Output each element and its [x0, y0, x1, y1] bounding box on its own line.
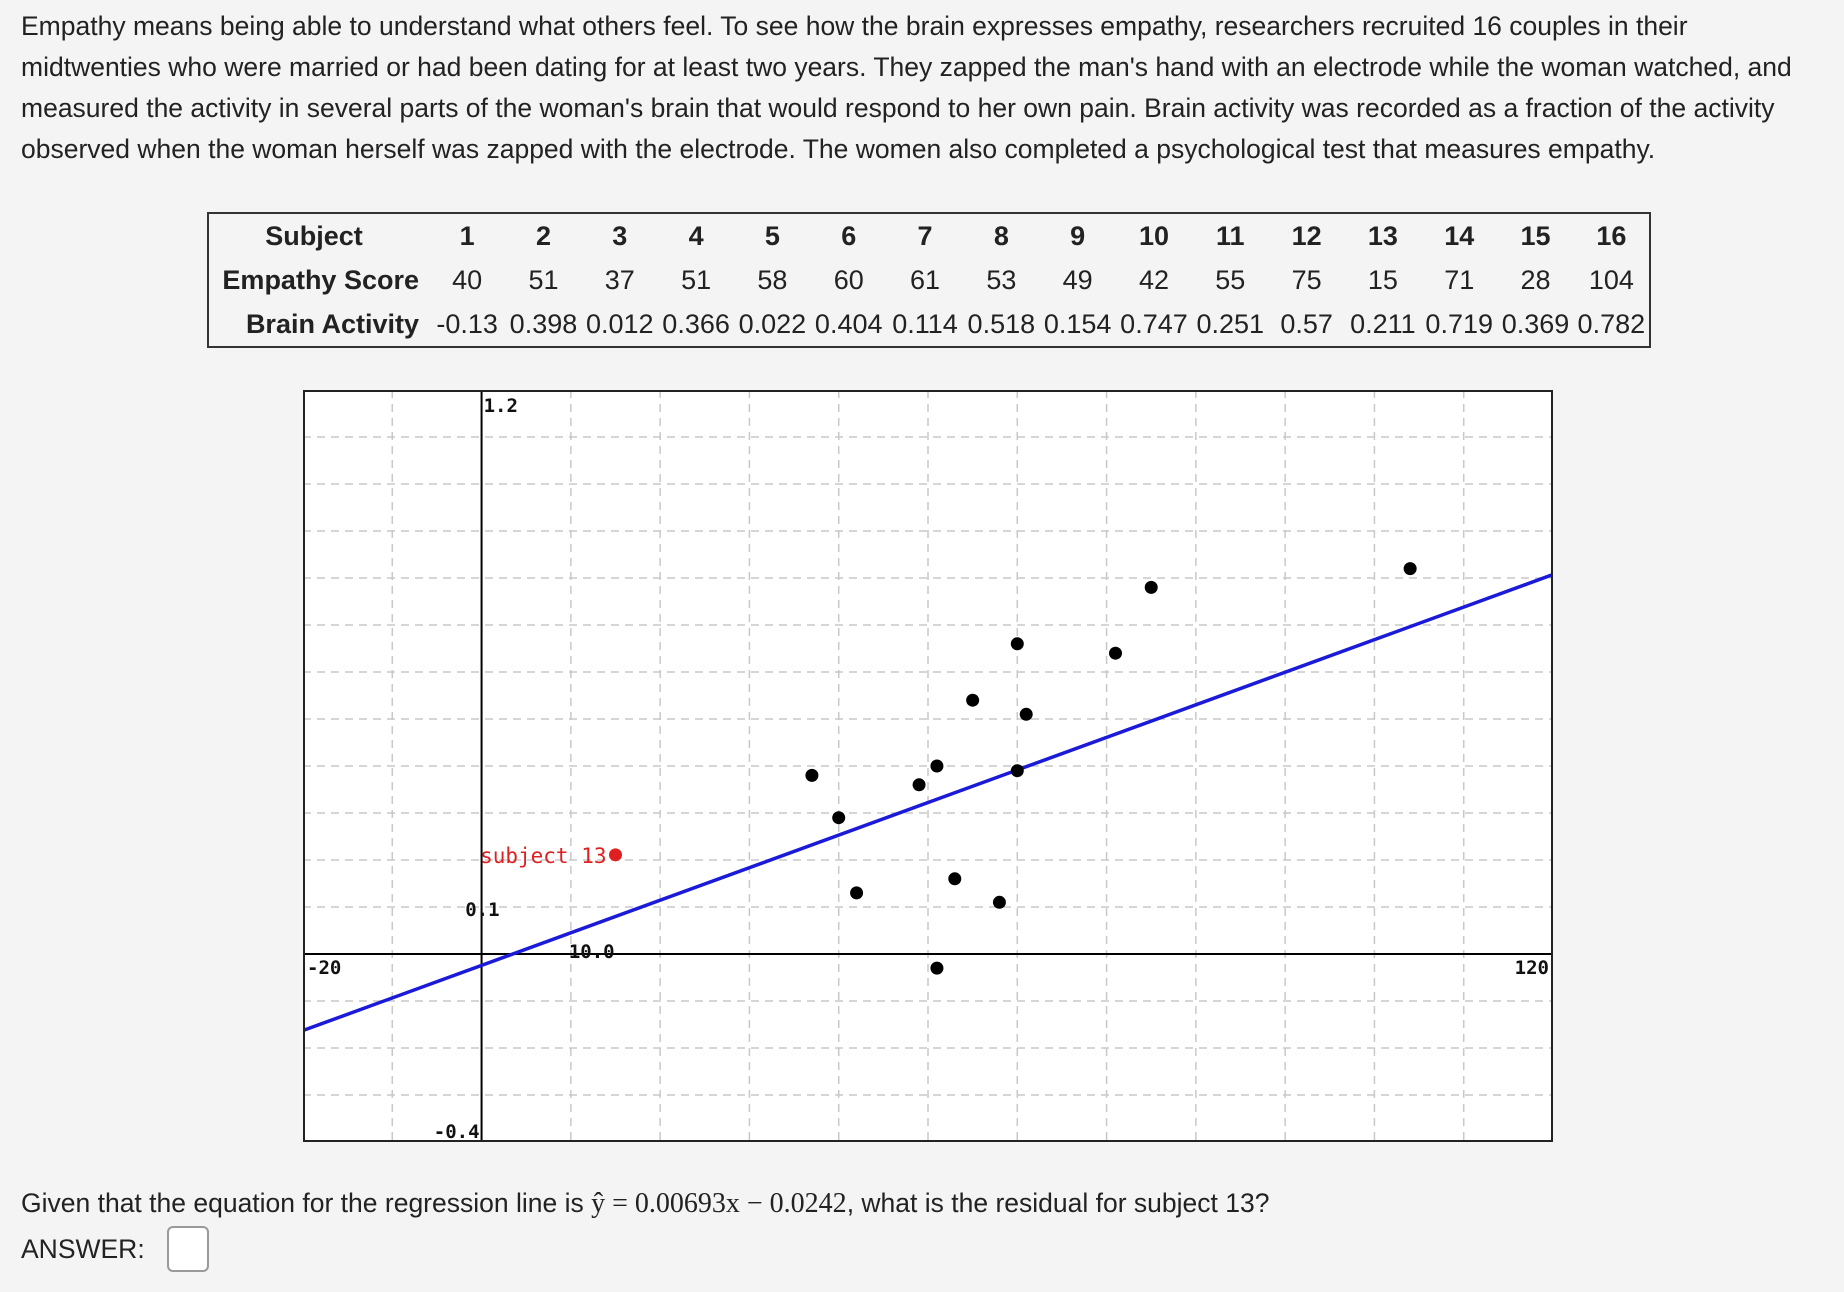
table-cell: 5: [764, 220, 780, 251]
table-cell: 75: [1291, 264, 1322, 295]
y-tick-label: 1.2: [484, 395, 518, 417]
table-cell: 9: [1070, 220, 1086, 251]
data-point: [948, 872, 962, 886]
table-cell: 104: [1588, 264, 1634, 295]
table-cell: 12: [1291, 220, 1322, 251]
table-cell: 10: [1138, 220, 1169, 251]
table-cell: -0.13: [436, 308, 498, 339]
x-tick-label: -20: [307, 957, 341, 979]
table-cell: 37: [604, 264, 635, 295]
table-cell: 2: [535, 220, 551, 251]
table-cell: 1: [459, 220, 475, 251]
answer-input[interactable]: [166, 1226, 209, 1272]
table-cell: 0.251: [1196, 308, 1265, 339]
data-point: [832, 811, 846, 825]
data-point: [1109, 646, 1122, 660]
table-cell: 51: [681, 264, 712, 295]
data-point: [912, 778, 926, 792]
table-cell: 0.747: [1120, 308, 1188, 339]
scatter-plot: -20 10.0 120 1.2 0.1 -0.4 subject 13: [303, 390, 1553, 1142]
table-cell: 8: [993, 220, 1009, 251]
table-cell: 4: [688, 220, 704, 251]
problem-statement: Empathy means being able to understand w…: [21, 11, 1792, 164]
highlight-point: [609, 848, 622, 862]
table-cell: 13: [1367, 220, 1398, 251]
regression-line: [303, 572, 1553, 1033]
table-cell: 0.366: [662, 308, 730, 339]
table-cell: 0.57: [1280, 308, 1333, 339]
table-cell: 40: [452, 264, 483, 295]
data-point: [1403, 562, 1417, 576]
table-cell: 0.211: [1350, 308, 1416, 339]
table-cell: 61: [910, 264, 941, 295]
table-cell: 15: [1520, 220, 1551, 251]
data-table: Subject 1 2 3 4 5 6 7 8 9 10 11 12 13 14 15 16 Empathy Sc…: [207, 212, 1651, 348]
x-tick-label: 120: [1515, 957, 1549, 979]
table-cell: 58: [757, 264, 788, 295]
table-cell: 71: [1444, 264, 1475, 295]
data-point: [1010, 637, 1024, 651]
row-label: Brain Activity: [245, 308, 419, 339]
table-cell: 0.114: [892, 308, 958, 339]
table-cell: 51: [528, 264, 559, 295]
table-cell: 55: [1215, 264, 1246, 295]
data-point: [1019, 707, 1033, 721]
regression-equation: ŷ = 0.00693x − 0.0242: [591, 1188, 847, 1219]
table-cell: 49: [1062, 264, 1093, 295]
table-cell: 0.782: [1577, 308, 1646, 339]
question-text: Given that the equation for the regressi…: [21, 1183, 1269, 1224]
empathy-row: Empathy Score 40 51 37 51 58 60 61 53 49 42 55 75 15 7…: [208, 258, 1650, 302]
table-cell: 0.398: [509, 308, 578, 339]
table-cell: 3: [612, 220, 628, 251]
data-point: [1144, 580, 1158, 594]
highlight-label: subject 13: [480, 844, 606, 868]
table-cell: 16: [1596, 220, 1627, 251]
table-cell: 0.022: [738, 308, 807, 339]
table-cell: 53: [986, 264, 1017, 295]
y-tick-label: 0.1: [465, 899, 499, 921]
table-cell: 42: [1138, 264, 1169, 295]
table-cell: 14: [1444, 220, 1475, 251]
table-cell: 0.518: [967, 308, 1036, 339]
table-cell: 0.012: [585, 308, 654, 339]
data-point: [966, 693, 980, 707]
data-point: [805, 768, 819, 782]
data-point: [930, 961, 944, 975]
table-cell: 0.369: [1501, 308, 1570, 339]
row-label: Subject: [265, 220, 363, 251]
data-point: [992, 895, 1006, 909]
answer-row: ANSWER:: [21, 1226, 209, 1272]
x-tick-label: 10.0: [569, 941, 615, 963]
data-point: [850, 886, 864, 900]
table-cell: 0.719: [1425, 308, 1493, 339]
plot-frame: [303, 390, 1553, 1142]
table-cell: 7: [917, 220, 933, 251]
table-cell: 28: [1520, 264, 1551, 295]
subject-row: Subject 1 2 3 4 5 6 7 8 9 10 11 12 13 14 15 16: [208, 213, 1650, 258]
table-cell: 60: [833, 264, 864, 295]
question-suffix: , what is the residual for subject 13?: [846, 1188, 1270, 1218]
row-label: Empathy Score: [222, 264, 419, 295]
table-cell: 6: [841, 220, 857, 251]
answer-label: ANSWER:: [21, 1233, 145, 1264]
y-tick-label: -0.4: [434, 1121, 480, 1142]
table-cell: 0.154: [1043, 308, 1112, 339]
brain-row: Brain Activity -0.13 0.398 0.012 0.366 0.022 0…: [208, 302, 1650, 347]
data-point: [930, 759, 944, 773]
question-prefix: Given that the equation for the regressi…: [21, 1188, 592, 1218]
table-cell: 15: [1367, 264, 1398, 295]
table-cell: 0.404: [814, 308, 883, 339]
data-point: [1010, 764, 1024, 778]
table-cell: 11: [1216, 220, 1245, 251]
